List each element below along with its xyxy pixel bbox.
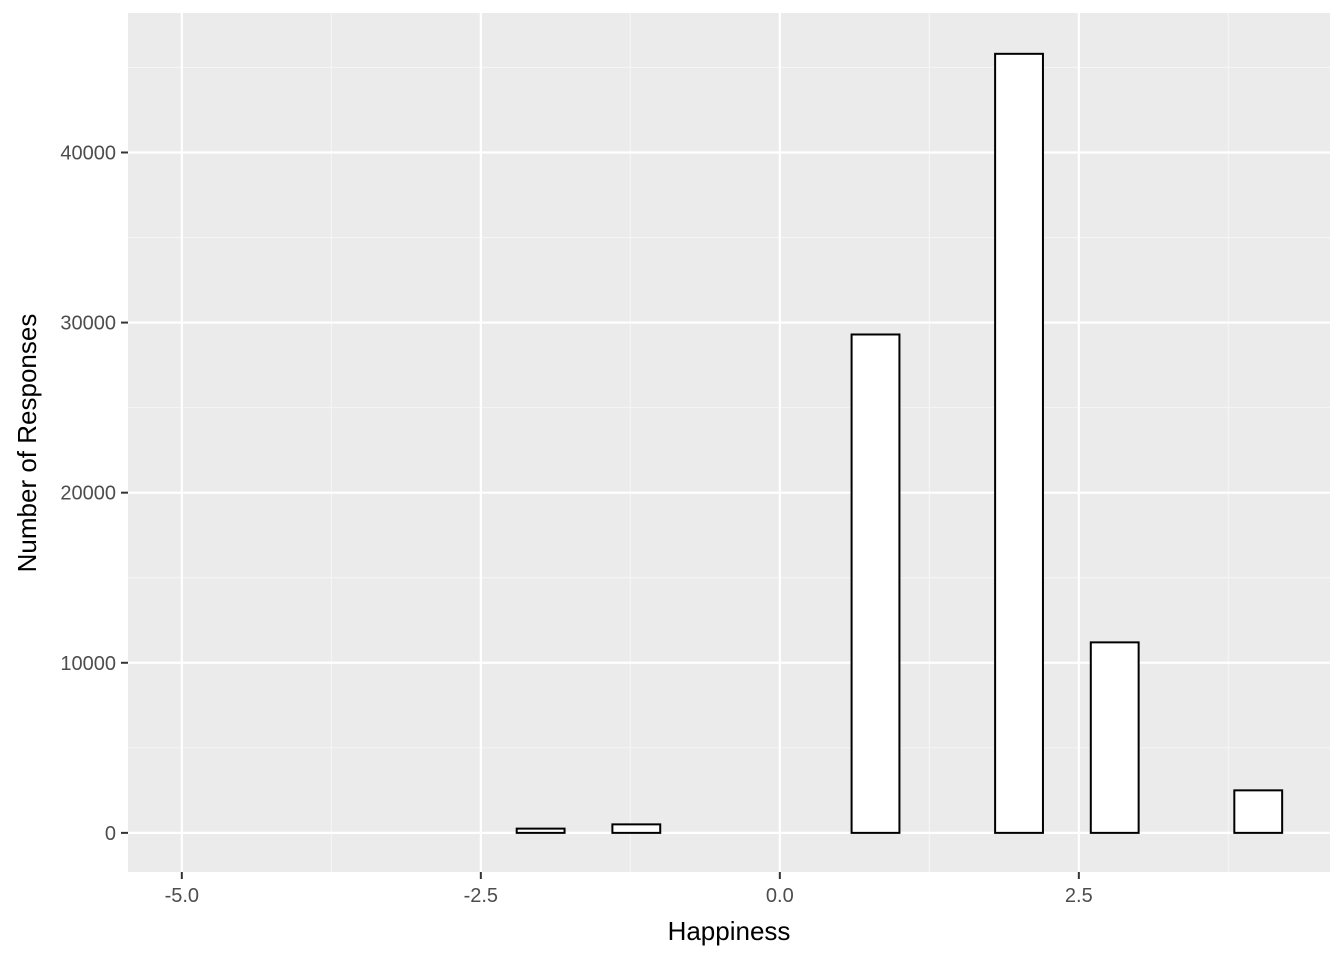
y-axis-tick-labels: 0 10000 20000 30000 40000 — [60, 142, 116, 844]
y-tick-label: 20000 — [60, 483, 116, 505]
histogram-bar — [611, 823, 662, 834]
plot-panel — [128, 13, 1330, 872]
y-axis-title: Number of Responses — [12, 314, 42, 573]
histogram-bar — [1089, 641, 1140, 834]
histogram-bar — [850, 333, 901, 834]
histogram-bar — [994, 52, 1044, 834]
x-tick-label: 2.5 — [1065, 885, 1093, 907]
histogram-bars — [515, 52, 1284, 834]
y-tick-label: 0 — [105, 823, 116, 845]
x-tick-label: 0.0 — [766, 885, 794, 907]
x-axis-title: Happiness — [668, 916, 791, 946]
x-tick-label: -5.0 — [165, 885, 199, 907]
histogram-bar — [1233, 789, 1284, 834]
y-tick-label: 40000 — [60, 142, 116, 164]
y-tick-label: 30000 — [60, 313, 116, 335]
y-tick-label: 10000 — [60, 653, 116, 675]
histogram-bar — [515, 827, 566, 834]
grid-minor-lines — [128, 13, 1330, 872]
x-axis-tick-labels: -5.0 -2.5 0.0 2.5 — [165, 885, 1093, 907]
axis-ticks — [121, 151, 1080, 879]
x-tick-label: -2.5 — [464, 885, 498, 907]
